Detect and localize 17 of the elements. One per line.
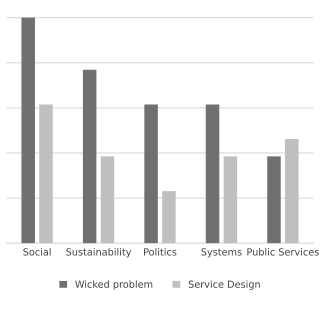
bar	[100, 156, 114, 244]
bar	[82, 70, 96, 244]
bar	[285, 139, 299, 244]
bar	[144, 104, 158, 244]
legend-label: Wicked problem	[75, 280, 152, 290]
bar	[206, 104, 220, 244]
bar	[21, 18, 35, 244]
bar	[224, 156, 238, 244]
bar	[267, 156, 281, 244]
legend-label: Service Design	[188, 280, 260, 290]
bar	[162, 191, 176, 244]
x-tick-label: Systems	[201, 248, 242, 258]
x-tick-label: Social	[23, 248, 51, 256]
x-tick-label: Politics	[144, 248, 176, 256]
bar	[39, 104, 53, 244]
x-tick-label: Public Services	[247, 248, 319, 256]
x-tick-label: Sustainability	[66, 248, 132, 258]
